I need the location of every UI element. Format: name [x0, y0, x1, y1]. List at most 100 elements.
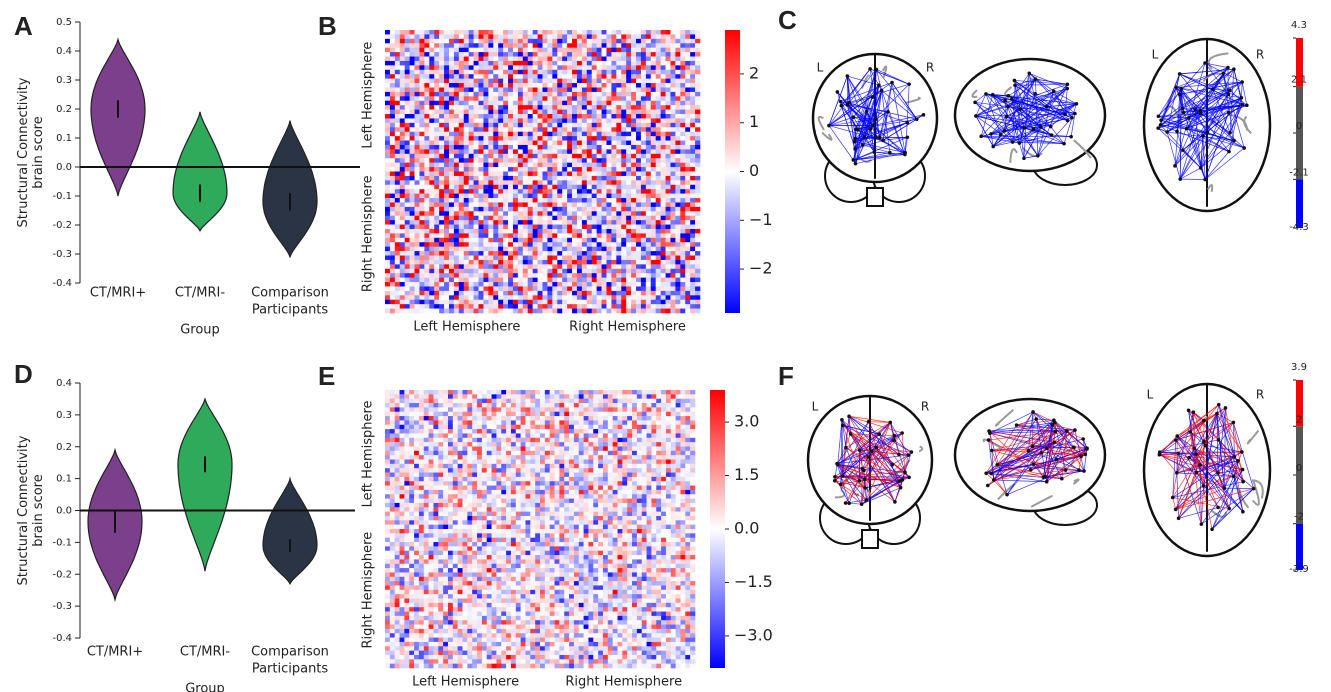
connection	[1035, 78, 1068, 85]
heatmap-cell-texture	[576, 233, 583, 239]
heatmap-cell-texture	[650, 144, 656, 150]
heatmap-cell-texture	[512, 264, 519, 270]
heatmap-cell-texture	[468, 175, 474, 181]
heatmap-cell-texture	[508, 56, 514, 62]
heatmap-cell-texture	[552, 189, 558, 194]
heatmap-cell-texture	[685, 74, 691, 79]
heatmap-cell-texture	[552, 255, 558, 261]
heatmap-cell-texture	[527, 83, 533, 88]
heatmap-cell-texture	[458, 224, 465, 230]
heatmap-cell-texture	[478, 96, 484, 102]
heatmap-cell-texture	[444, 83, 450, 88]
heatmap-cell-texture	[562, 202, 568, 208]
heatmap-cell-texture	[434, 78, 440, 84]
heatmap-cell-texture	[434, 215, 440, 221]
heatmap-cell-texture	[483, 220, 489, 225]
node	[851, 158, 856, 162]
heatmap-cell-texture	[537, 78, 543, 84]
heatmap-cell-texture	[483, 189, 489, 194]
heatmap-cell-texture	[508, 295, 514, 301]
heatmap-cell-texture	[640, 167, 647, 172]
heatmap-cell-texture	[685, 242, 691, 247]
heatmap-cell-texture	[611, 268, 617, 274]
heatmap-cell-texture	[448, 282, 455, 287]
heatmap-cell-texture	[453, 189, 460, 194]
heatmap-cell-texture	[491, 398, 497, 404]
heatmap-cell-texture	[685, 390, 691, 395]
heatmap-cell-texture	[434, 83, 440, 88]
heatmap-cell-texture	[399, 96, 405, 102]
node	[1226, 65, 1230, 70]
node	[881, 138, 885, 143]
heatmap-cell-texture	[680, 237, 686, 243]
heatmap-cell-texture	[552, 246, 558, 252]
heatmap-cell-texture	[429, 286, 435, 292]
heatmap-cell-texture	[606, 47, 612, 53]
heatmap-cell-texture	[617, 390, 623, 395]
heatmap-cell-texture	[527, 167, 533, 172]
heatmap-cell-texture	[517, 202, 524, 208]
heatmap-cell-texture	[517, 211, 524, 217]
heatmap-cell-texture	[468, 118, 474, 124]
heatmap-cell-texture	[650, 83, 656, 88]
heatmap-cell-texture	[532, 56, 538, 62]
heatmap-cell-texture	[576, 144, 583, 150]
heatmap-cell-texture	[572, 158, 578, 163]
heatmap-cell-texture	[567, 286, 573, 292]
heatmap-cell-texture	[532, 131, 538, 137]
heatmap-cell-texture	[581, 149, 588, 155]
heatmap-cell-texture	[527, 211, 533, 217]
heatmap-cell-texture	[493, 282, 499, 287]
heatmap-cell-texture	[478, 83, 484, 88]
heatmap-cell-texture	[645, 162, 652, 168]
heatmap-cell-texture	[586, 198, 593, 203]
heatmap-cell-texture	[542, 34, 548, 40]
heatmap-cell-texture	[650, 65, 656, 71]
heatmap-cell-texture	[434, 189, 440, 194]
heatmap-cell-texture	[690, 38, 696, 44]
heatmap-cell-texture	[424, 65, 430, 71]
heatmap-cell-texture	[640, 308, 647, 314]
heatmap-cell-texture	[399, 237, 405, 243]
heatmap-cell-texture	[636, 43, 642, 48]
connection	[990, 116, 1007, 135]
heatmap-cell-texture	[473, 202, 479, 208]
heatmap-cell-texture	[394, 308, 401, 314]
heatmap-cell-texture	[389, 220, 396, 225]
heatmap-cell-texture	[591, 140, 597, 146]
heatmap-cell-texture	[572, 308, 578, 314]
heatmap-cell-texture	[399, 114, 405, 119]
heatmap-cell-texture	[552, 105, 558, 110]
heatmap-cell-texture	[394, 286, 401, 292]
heatmap-cell-texture	[636, 153, 642, 159]
heatmap-cell-texture	[557, 175, 563, 181]
heatmap-cell-texture	[473, 206, 479, 212]
heatmap-cell-texture	[695, 228, 701, 234]
heatmap-cell-texture	[670, 87, 676, 93]
heatmap-cell-texture	[419, 202, 425, 208]
heatmap-cell-texture	[444, 206, 450, 212]
heatmap-cell-texture	[473, 286, 479, 292]
heatmap-cell-texture	[675, 268, 681, 274]
node	[989, 132, 993, 136]
heatmap-cell-texture	[650, 171, 656, 177]
heatmap-cell-texture	[506, 398, 512, 404]
heatmap-cell-texture	[552, 153, 558, 159]
heatmap-cell-texture	[389, 184, 396, 190]
heatmap-cell-texture	[508, 43, 514, 48]
heatmap-cell-texture	[631, 171, 637, 177]
heatmap-cell-texture	[537, 91, 543, 97]
heatmap-cell-texture	[695, 43, 701, 48]
heatmap-cell-texture	[448, 158, 455, 163]
heatmap-cell-texture	[601, 255, 607, 261]
heatmap-cell-texture	[547, 211, 553, 217]
heatmap-cell-texture	[503, 242, 509, 247]
heatmap-cell-texture	[385, 122, 391, 128]
heatmap-cell-texture	[478, 251, 484, 256]
heatmap-cell-texture	[616, 211, 622, 217]
heatmap-cell-texture	[655, 118, 661, 124]
heatmap-cell-texture	[473, 144, 479, 150]
node	[1242, 146, 1246, 150]
heatmap-cell-texture	[508, 127, 514, 132]
heatmap-cell-texture	[695, 167, 701, 172]
